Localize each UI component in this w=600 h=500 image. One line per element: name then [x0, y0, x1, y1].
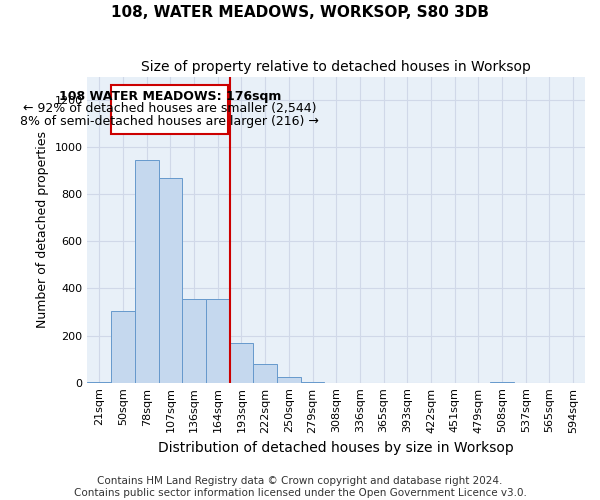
- Text: 108 WATER MEADOWS: 176sqm: 108 WATER MEADOWS: 176sqm: [59, 90, 281, 102]
- Text: 8% of semi-detached houses are larger (216) →: 8% of semi-detached houses are larger (2…: [20, 116, 319, 128]
- Y-axis label: Number of detached properties: Number of detached properties: [36, 131, 49, 328]
- Bar: [277, 377, 301, 382]
- Text: 108, WATER MEADOWS, WORKSOP, S80 3DB: 108, WATER MEADOWS, WORKSOP, S80 3DB: [111, 5, 489, 20]
- FancyBboxPatch shape: [111, 85, 229, 134]
- X-axis label: Distribution of detached houses by size in Worksop: Distribution of detached houses by size …: [158, 441, 514, 455]
- Bar: [158, 178, 182, 382]
- Bar: [206, 299, 230, 382]
- Title: Size of property relative to detached houses in Worksop: Size of property relative to detached ho…: [142, 60, 531, 74]
- Bar: [111, 311, 135, 382]
- Text: Contains HM Land Registry data © Crown copyright and database right 2024.
Contai: Contains HM Land Registry data © Crown c…: [74, 476, 526, 498]
- Bar: [253, 364, 277, 382]
- Bar: [230, 342, 253, 382]
- Bar: [135, 160, 158, 382]
- Bar: [182, 299, 206, 382]
- Text: ← 92% of detached houses are smaller (2,544): ← 92% of detached houses are smaller (2,…: [23, 102, 317, 116]
